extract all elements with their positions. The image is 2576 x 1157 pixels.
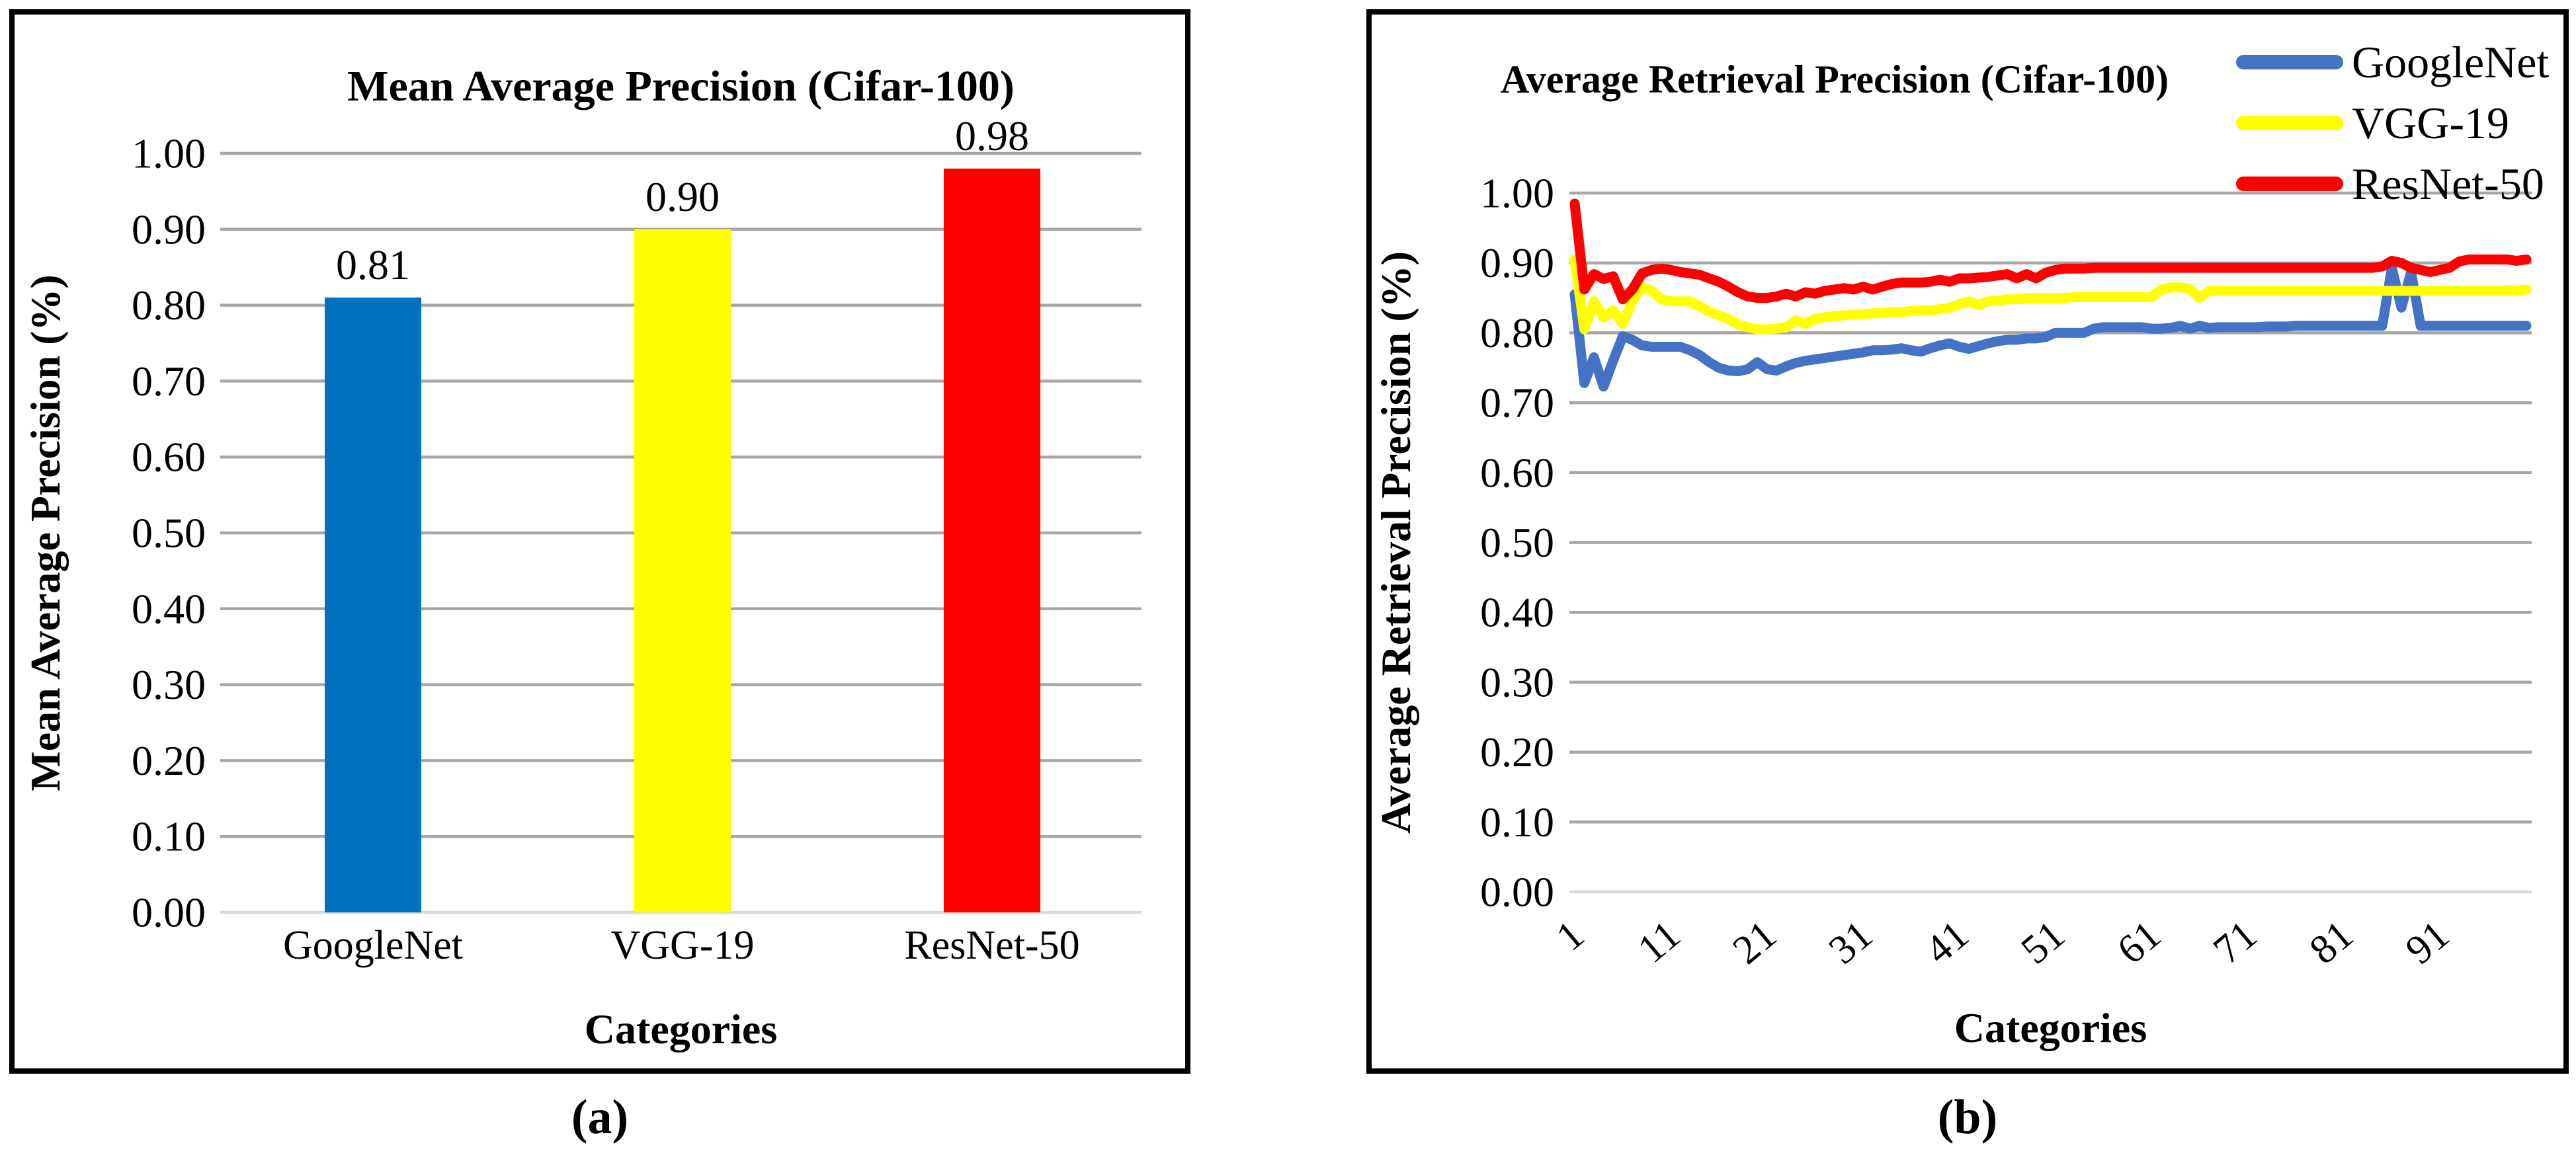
- bar-googlenet: [325, 298, 421, 912]
- y-axis-title: Average Retrieval Precision (%): [1372, 251, 1419, 834]
- y-tick-label: 0.80: [1480, 309, 1554, 356]
- x-tick-label: 11: [1630, 912, 1688, 972]
- x-tick-label: 71: [2205, 912, 2265, 973]
- x-category-label: GoogleNet: [283, 923, 463, 968]
- x-category-label: ResNet-50: [904, 923, 1079, 968]
- series-line-resnet-50: [1569, 198, 2532, 305]
- y-tick-label: 0.90: [132, 206, 206, 253]
- y-tick-label: 0.90: [1480, 239, 1554, 286]
- x-category-label: VGG-19: [611, 923, 755, 968]
- y-tick-label: 0.10: [1480, 799, 1554, 846]
- bar-resnet-50: [944, 168, 1040, 913]
- line-chart-panel: Average Retrieval Precision (Cifar-100) 1…: [1366, 9, 2569, 1074]
- y-tick-label: 0.20: [1480, 729, 1554, 776]
- legend-label: VGG-19: [2352, 98, 2509, 148]
- bar-value-label: 0.90: [645, 173, 720, 220]
- y-tick-label: 0.10: [132, 813, 206, 860]
- y-axis-title: Mean Average Precision (%): [22, 274, 69, 791]
- y-tick-label: 0.60: [1480, 449, 1554, 496]
- legend-item-googlenet: GoogleNet: [2236, 37, 2549, 87]
- bar-vgg-19: [634, 229, 731, 912]
- x-tick-label: 61: [2109, 912, 2169, 973]
- y-tick-label: 1.00: [1480, 170, 1554, 217]
- bar-value-label: 0.98: [955, 112, 1029, 159]
- x-tick-label: 91: [2397, 912, 2458, 973]
- y-tick-label: 0.20: [132, 737, 206, 784]
- x-tick-label: 1: [1548, 912, 1593, 960]
- chart-title: Average Retrieval Precision (Cifar-100): [1501, 58, 2169, 101]
- y-tick-label: 1.00: [132, 130, 206, 177]
- legend-label: GoogleNet: [2352, 37, 2549, 87]
- y-tick-label: 0.40: [132, 585, 206, 632]
- line-chart-svg: Average Retrieval Precision (Cifar-100) 1…: [1372, 37, 2549, 1051]
- bar-chart-panel: Mean Average Precision (Cifar-100) 1.00 0.…: [9, 9, 1190, 1074]
- y-tick-label: 0.70: [132, 358, 206, 405]
- y-tick-label: 0.00: [1480, 869, 1554, 916]
- x-tick-label: 51: [2013, 912, 2073, 973]
- x-tick-label: 41: [1917, 912, 1977, 973]
- y-tick-label: 0.30: [1480, 658, 1554, 705]
- y-tick-label: 0.60: [132, 434, 206, 481]
- chart-title: Mean Average Precision (Cifar-100): [347, 62, 1015, 110]
- y-tick-label: 0.50: [132, 510, 206, 557]
- caption-b: (b): [1937, 1090, 1998, 1144]
- x-tick-label: 21: [1725, 912, 1785, 973]
- caption-a: (a): [571, 1090, 629, 1144]
- legend-label: ResNet-50: [2352, 159, 2544, 209]
- series-line-vgg-19: [1569, 254, 2532, 335]
- y-tick-label: 0.70: [1480, 379, 1554, 426]
- y-tick-label: 0.00: [132, 889, 206, 936]
- bar-value-label: 0.81: [336, 241, 410, 288]
- y-tick-label: 0.30: [132, 661, 206, 708]
- series-line-googlenet: [1569, 262, 2532, 392]
- y-tick-label: 0.80: [132, 282, 206, 329]
- bar-chart-svg: Mean Average Precision (Cifar-100) 1.00 0.…: [22, 62, 1142, 1053]
- y-tick-label: 0.40: [1480, 589, 1554, 636]
- x-tick-label: 31: [1821, 912, 1881, 973]
- x-axis-title: Categories: [1954, 1004, 2147, 1051]
- legend-item-resnet-50: ResNet-50: [2236, 159, 2544, 209]
- legend-item-vgg-19: VGG-19: [2236, 98, 2509, 148]
- y-tick-label: 0.50: [1480, 519, 1554, 566]
- x-axis-title: Categories: [585, 1006, 777, 1053]
- x-tick-label: 81: [2302, 912, 2362, 973]
